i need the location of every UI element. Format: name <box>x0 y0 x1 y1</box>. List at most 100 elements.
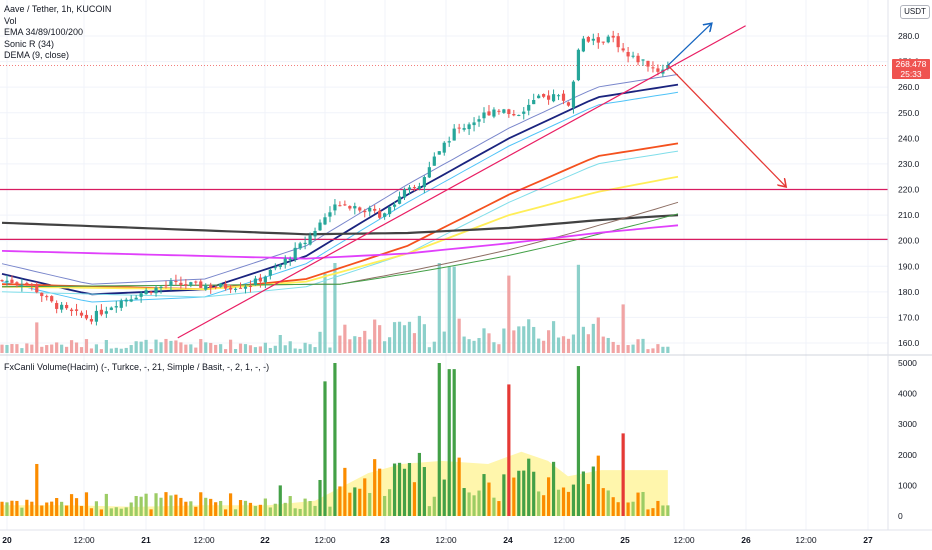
candle-body <box>189 282 193 285</box>
time-tick-label: 12:00 <box>795 535 817 545</box>
volume-bar <box>189 344 193 353</box>
volume-axis[interactable]: 0 1000 2000 3000 4000 5000 <box>898 358 917 521</box>
legend-ema[interactable]: EMA 34/89/100/200 <box>4 27 84 37</box>
volume-indicator-bar <box>537 491 541 516</box>
candle-body <box>228 287 233 290</box>
volume-indicator-bar <box>10 500 14 516</box>
volume-bar <box>586 334 590 353</box>
volume-indicator-bar <box>278 485 282 516</box>
last-price: 268.478 <box>895 59 927 69</box>
candle-body <box>373 208 377 211</box>
candle-body <box>407 187 412 190</box>
volume-bar <box>661 346 665 353</box>
candle-body <box>268 269 272 276</box>
price-tick-label: 160.0 <box>898 338 920 348</box>
volume-bar <box>363 330 367 353</box>
candle-body <box>109 307 113 310</box>
candle-body <box>15 282 19 284</box>
candle-body <box>69 309 74 312</box>
volume-bar <box>228 339 233 353</box>
legend-symbol[interactable]: Aave / Tether, 1h, KUCOIN <box>4 4 112 14</box>
candle-body <box>318 222 322 231</box>
candle-body <box>353 206 357 209</box>
candle-body <box>0 280 4 282</box>
volume-bar <box>452 266 456 353</box>
volume-indicator-bar <box>323 381 327 516</box>
volume-tick-label: 0 <box>898 511 903 521</box>
volume-indicator-bar <box>189 501 193 516</box>
last-price-tag: 268.478 25:33 <box>892 59 930 79</box>
trend-drawings[interactable] <box>177 23 786 339</box>
candle-body <box>169 281 173 286</box>
volume-indicator-legend[interactable]: FxCanli Volume(Hacim) (-, Turkce, -, 21,… <box>4 362 270 372</box>
main-volume-bars <box>0 263 670 353</box>
volume-indicator-bar <box>273 503 277 516</box>
volume-bar <box>273 345 277 353</box>
candle-body <box>199 281 203 288</box>
volume-indicator-bar <box>104 493 108 516</box>
volume-bar <box>15 344 19 353</box>
candle-body <box>631 55 635 57</box>
candle-body <box>144 290 148 295</box>
volume-indicator-bar <box>626 502 630 516</box>
legend-sonic[interactable]: Sonic R (34) <box>4 38 55 49</box>
candle-body <box>194 281 198 283</box>
volume-indicator-bar <box>373 459 377 516</box>
volume-bar <box>467 339 471 353</box>
volume-bar <box>248 345 253 353</box>
volume-indicator-bar <box>40 505 44 516</box>
forecast-arrow[interactable] <box>667 23 712 66</box>
candle-body <box>397 196 402 204</box>
volume-bar <box>323 273 327 353</box>
volume-bar <box>338 335 342 353</box>
candle-body <box>656 68 660 72</box>
currency-selector[interactable]: USDT <box>900 5 930 19</box>
trendline[interactable] <box>177 25 746 339</box>
volume-tick-label: 4000 <box>898 389 917 399</box>
volume-bar <box>20 348 24 353</box>
candle-body <box>50 296 54 302</box>
volume-tick-label: 5000 <box>898 358 917 368</box>
price-tick-label: 170.0 <box>898 312 920 322</box>
volume-indicator-bar <box>179 497 183 516</box>
ma-line <box>1 214 679 236</box>
volume-indicator-bar <box>253 506 258 516</box>
volume-bar <box>45 345 49 353</box>
candle-body <box>328 212 332 217</box>
volume-bar <box>129 345 133 353</box>
volume-indicator-bar <box>497 501 501 516</box>
candle-body <box>278 264 282 267</box>
time-axis[interactable]: 20 12:00 21 12:00 22 12:00 23 12:00 24 12:00 25 12:… <box>2 535 873 545</box>
volume-indicator-bar <box>397 462 402 516</box>
horizontal-levels[interactable] <box>0 65 888 241</box>
volume-bar <box>596 317 600 353</box>
volume-indicator-bar <box>248 502 253 516</box>
volume-bar <box>209 342 213 353</box>
volume-bar <box>268 347 272 353</box>
time-tick-label: 12:00 <box>673 535 695 545</box>
volume-bar <box>164 338 168 353</box>
forecast-arrow[interactable] <box>667 64 786 187</box>
candle-body <box>204 285 208 290</box>
ma-line <box>1 142 679 291</box>
candle-body <box>507 109 511 115</box>
price-tick-label: 220.0 <box>898 185 920 195</box>
legend-dema[interactable]: DEMA (9, close) <box>4 50 70 60</box>
volume-bar <box>547 330 551 353</box>
legend-vol[interactable]: Vol <box>4 15 17 26</box>
candle-body <box>348 206 352 209</box>
candle-body <box>651 67 655 69</box>
volume-bar <box>40 346 44 353</box>
volume-bar <box>69 340 74 353</box>
volume-indicator-bar <box>144 493 148 516</box>
volume-bar <box>576 264 581 353</box>
candle-body <box>253 278 258 286</box>
candle-body <box>104 311 108 314</box>
candles <box>0 30 670 326</box>
volume-indicator-bar <box>482 474 486 516</box>
volume-bar <box>94 344 99 353</box>
volume-indicator-bar <box>238 500 243 516</box>
volume-bar <box>492 342 496 353</box>
candle-body <box>313 230 317 237</box>
